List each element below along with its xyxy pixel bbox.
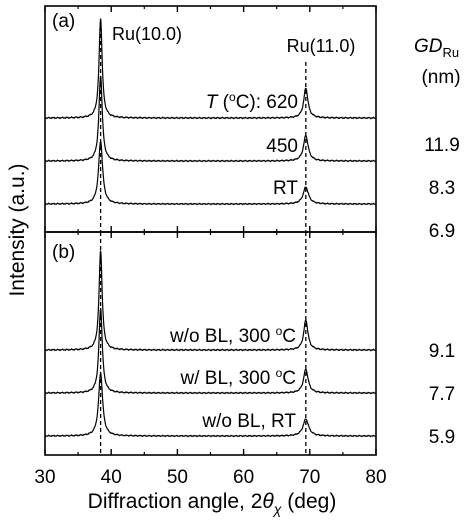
x-tick-label-70: 70 <box>299 467 320 488</box>
panel-a-label: (a) <box>52 11 75 32</box>
plot-marks: 30 40 50 60 70 80 <box>34 6 387 488</box>
series-label-w-bl-300: w/ BL, 300 oC <box>180 366 296 389</box>
series-label-rt: RT <box>273 178 298 199</box>
series-label-620: T (oC): 620 <box>206 90 298 113</box>
x-tick-label-40: 40 <box>101 467 122 488</box>
series-line-b-2 <box>44 371 377 438</box>
ref-line-label-ru100: Ru(10.0) <box>112 24 182 44</box>
x-tick-label-80: 80 <box>365 467 386 488</box>
gd-unit: (nm) <box>421 67 460 88</box>
x-tick-label-30: 30 <box>34 467 55 488</box>
gd-value-450: 8.3 <box>429 178 455 199</box>
x-axis-label: Diffraction angle, 2θχ (deg) <box>88 490 337 517</box>
series-line-b-1 <box>44 307 377 395</box>
gd-value-w-bl-300: 7.7 <box>429 384 455 405</box>
panel-b-label: (b) <box>52 242 75 263</box>
series-line-a-2 <box>44 139 377 206</box>
gd-value-wo-bl-300: 9.1 <box>429 341 455 362</box>
gd-value-620: 11.9 <box>424 135 460 156</box>
series-line-a-1 <box>44 75 377 163</box>
series-label-450: 450 <box>266 136 298 157</box>
ref-line-label-ru110: Ru(11.0) <box>287 36 356 56</box>
gd-value-wo-bl-rt: 5.9 <box>429 427 455 448</box>
series-line-b-0 <box>44 250 377 352</box>
x-tick-label-50: 50 <box>167 467 188 488</box>
series-label-wo-bl-300: w/o BL, 300 oC <box>169 324 296 347</box>
series-line-a-0 <box>44 18 377 120</box>
series-label-wo-bl-rt: w/o BL, RT <box>201 411 296 432</box>
gd-header: GDRu <box>414 36 459 60</box>
x-tick-label-60: 60 <box>233 467 254 488</box>
y-axis-label: Intensity (a.u.) <box>6 163 29 296</box>
gd-value-rt: 6.9 <box>429 221 455 242</box>
